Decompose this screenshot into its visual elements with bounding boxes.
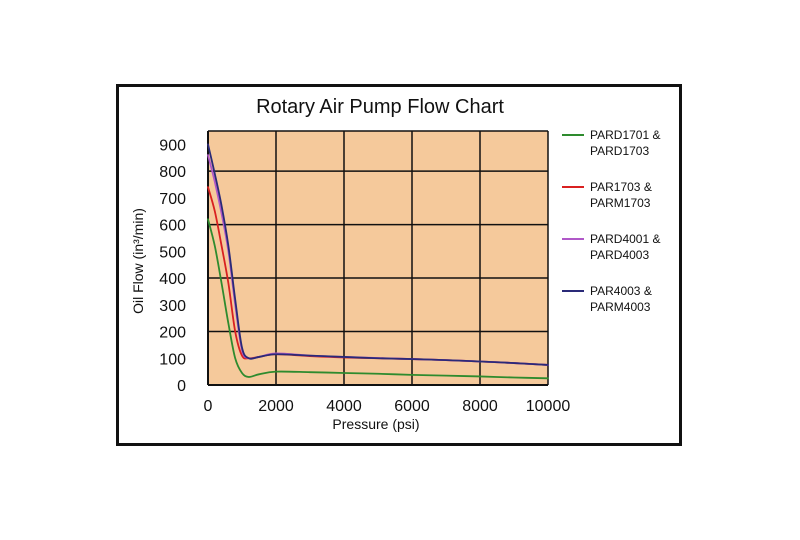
x-tick-label: 8000 bbox=[462, 398, 498, 415]
y-tick-label: 600 bbox=[159, 218, 186, 235]
y-tick-label: 800 bbox=[159, 164, 186, 181]
y-tick-label: 200 bbox=[159, 325, 186, 342]
y-tick-label: 100 bbox=[159, 351, 186, 368]
flow-chart: Rotary Air Pump Flow Chart 0 2000 4000 6000… bbox=[130, 96, 660, 432]
tick-labels: 0 2000 4000 6000 8000 10000 0 100 200 300 400 500 60… bbox=[159, 137, 570, 415]
legend-label-line2: PARM4003 bbox=[590, 300, 651, 314]
chart-frame: Rotary Air Pump Flow Chart 0 2000 4000 6000… bbox=[116, 84, 682, 446]
legend-item: PARD1701 & PARD1703 bbox=[562, 128, 660, 158]
series-line-4 bbox=[207, 143, 549, 366]
x-tick-label: 0 bbox=[204, 398, 213, 415]
grid-lines bbox=[208, 130, 549, 385]
y-axis-title: Oil Flow (in³/min) bbox=[130, 208, 146, 314]
y-tick-label: 400 bbox=[159, 271, 186, 288]
legend-label-line1: PARD4001 & bbox=[590, 232, 660, 246]
x-tick-label: 10000 bbox=[526, 398, 571, 415]
legend: PARD1701 & PARD1703 PAR1703 & PARM1703 PARD4… bbox=[562, 128, 660, 314]
axes bbox=[207, 131, 548, 386]
legend-label-line2: PARD4003 bbox=[590, 248, 649, 262]
x-tick-label: 4000 bbox=[326, 398, 362, 415]
y-tick-label: 300 bbox=[159, 298, 186, 315]
series-line-1 bbox=[207, 218, 549, 380]
legend-item: PAR1703 & PARM1703 bbox=[562, 180, 652, 210]
legend-label-line1: PAR1703 & bbox=[590, 180, 652, 194]
x-tick-label: 2000 bbox=[258, 398, 294, 415]
y-tick-label: 0 bbox=[177, 378, 186, 395]
y-tick-label: 700 bbox=[159, 191, 186, 208]
x-axis-title: Pressure (psi) bbox=[332, 416, 419, 432]
legend-item: PAR4003 & PARM4003 bbox=[562, 284, 652, 314]
legend-label-line2: PARD1703 bbox=[590, 144, 649, 158]
x-tick-label: 6000 bbox=[394, 398, 430, 415]
legend-item: PARD4001 & PARD4003 bbox=[562, 232, 660, 262]
y-tick-label: 500 bbox=[159, 244, 186, 261]
legend-label-line2: PARM1703 bbox=[590, 196, 651, 210]
plot-background bbox=[208, 131, 548, 385]
data-series bbox=[207, 143, 549, 380]
legend-label-line1: PARD1701 & bbox=[590, 128, 660, 142]
y-tick-label: 900 bbox=[159, 137, 186, 154]
chart-title: Rotary Air Pump Flow Chart bbox=[256, 96, 504, 118]
legend-label-line1: PAR4003 & bbox=[590, 284, 652, 298]
